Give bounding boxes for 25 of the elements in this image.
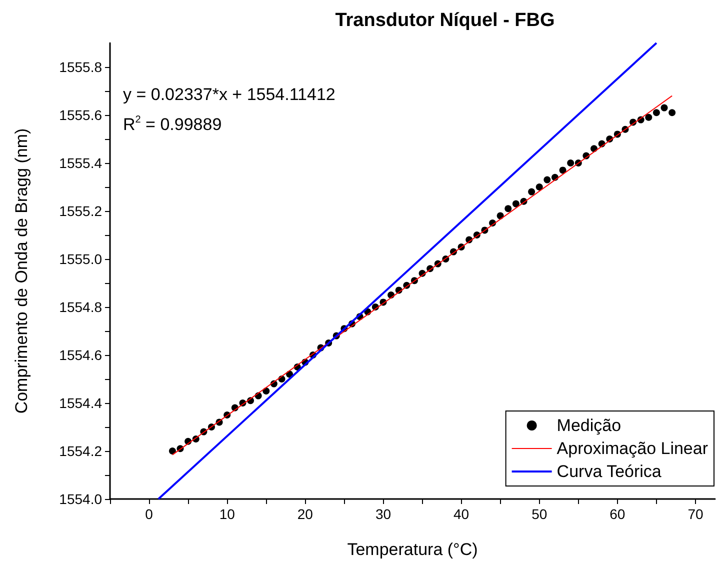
legend-label: Curva Teórica: [556, 462, 662, 481]
x-tick-label: 10: [219, 506, 236, 522]
legend-label: Aproximação Linear: [556, 439, 708, 458]
y-tick-label: 1555.8: [59, 59, 102, 75]
y-tick-label: 1555.0: [59, 251, 102, 267]
chart-title: Transdutor Níquel - FBG: [335, 10, 555, 31]
y-tick-label: 1555.6: [59, 107, 102, 123]
y-tick-label: 1555.4: [59, 155, 102, 171]
x-tick-label: 60: [610, 506, 626, 522]
y-tick-label: 1555.2: [59, 203, 102, 219]
x-tick-label: 20: [297, 506, 314, 522]
y-axis-title: Comprimento de Onda de Bragg (nm): [12, 128, 31, 414]
x-tick-label: 30: [375, 506, 392, 522]
x-tick-label: 50: [532, 506, 548, 522]
legend-label: Medição: [556, 416, 622, 435]
annotation: y = 0.02337*x + 1554.11412: [123, 85, 336, 104]
x-axis-title: Temperatura (°C): [347, 540, 478, 559]
y-tick-label: 1554.6: [59, 347, 102, 363]
y-tick-label: 1554.8: [59, 299, 102, 315]
y-tick-label: 1554.4: [59, 395, 102, 411]
y-tick-label: 1554.0: [59, 491, 102, 507]
x-tick-label: 0: [145, 506, 154, 522]
x-tick-label: 40: [454, 506, 470, 522]
y-tick-label: 1554.2: [59, 443, 102, 459]
x-tick-label: 70: [688, 506, 704, 522]
